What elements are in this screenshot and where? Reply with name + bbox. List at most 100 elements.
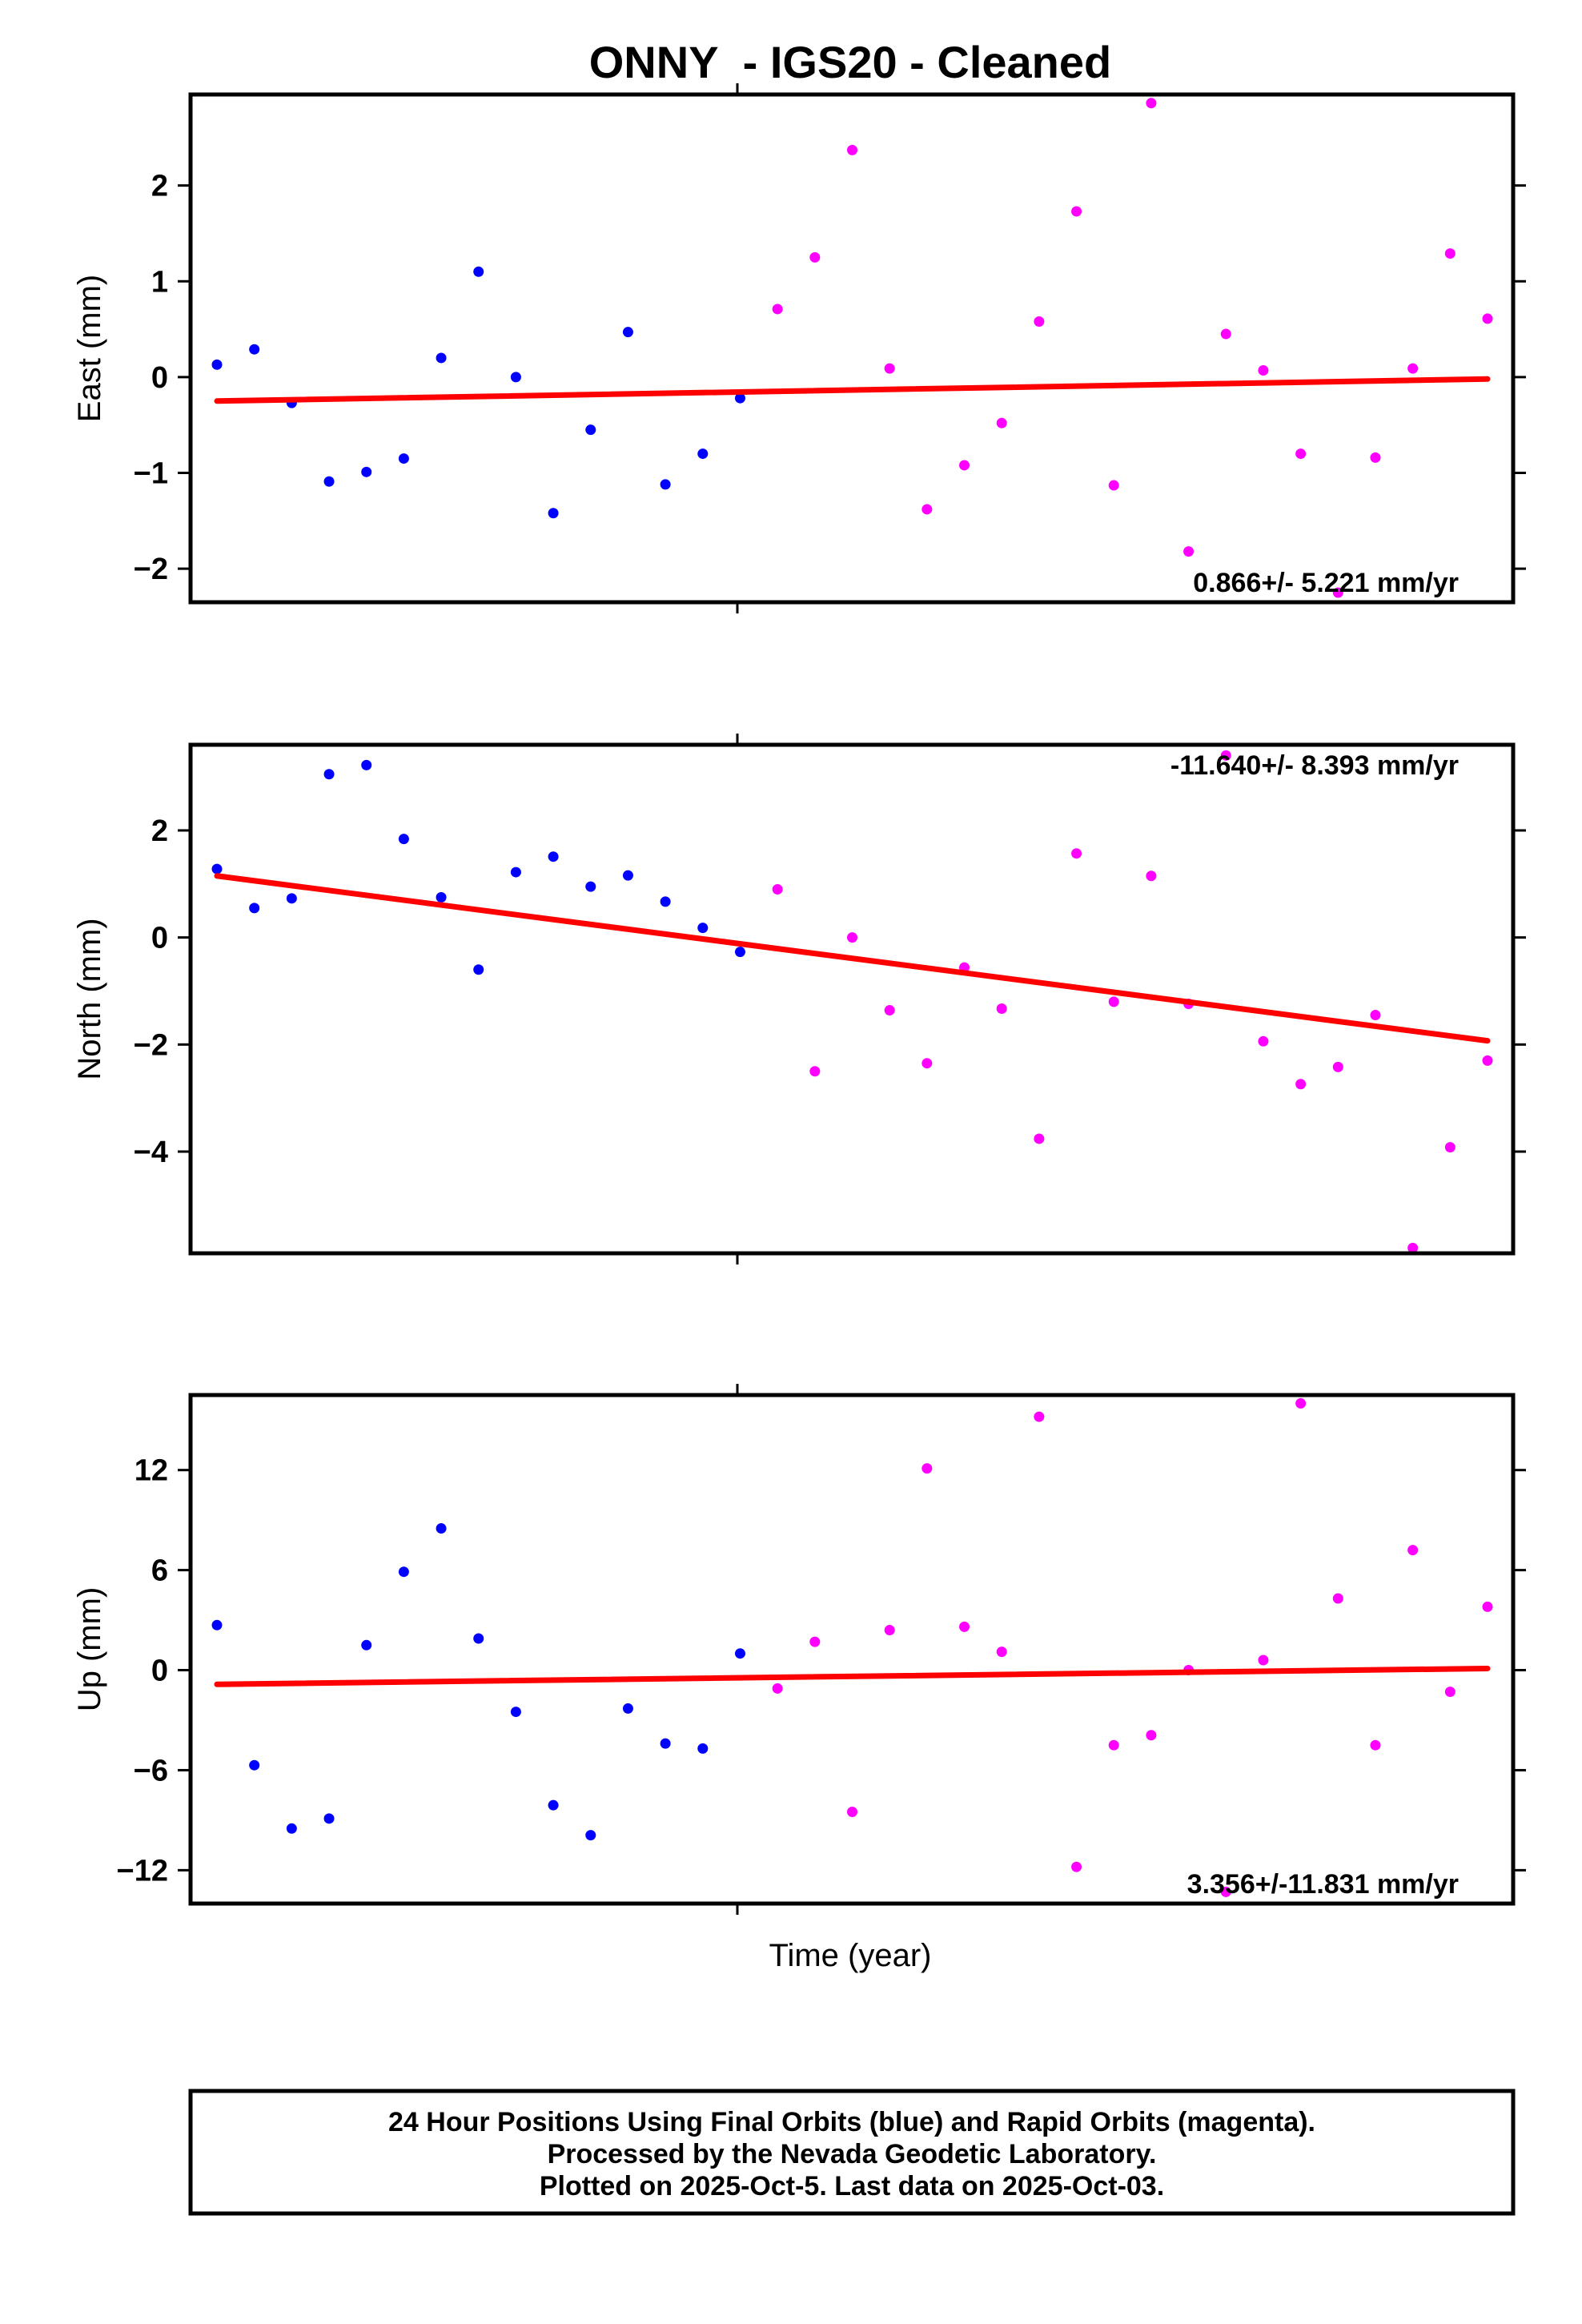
data-point-rapid	[1332, 1061, 1343, 1072]
data-point-rapid	[1071, 848, 1082, 859]
data-point-rapid	[1183, 546, 1195, 557]
data-point-final	[473, 964, 484, 975]
data-point-final	[436, 1523, 447, 1534]
data-point-final	[398, 1566, 409, 1578]
data-point-rapid	[1295, 1079, 1307, 1090]
points-up	[211, 1397, 1493, 1897]
data-point-final	[697, 923, 709, 934]
footer-line-2: Processed by the Nevada Geodetic Laborat…	[548, 2139, 1157, 2169]
data-point-final	[660, 896, 671, 907]
data-point-rapid	[884, 1625, 895, 1636]
x-axis-label: Time (year)	[769, 1938, 932, 1973]
data-point-final	[660, 479, 671, 490]
data-point-rapid	[1444, 248, 1456, 259]
trend-line-up	[214, 1665, 1491, 1687]
plot-frame-up	[188, 1393, 1516, 1906]
y-tick-label: −6	[134, 1754, 168, 1787]
data-point-final	[510, 1707, 521, 1718]
y-tick-label: −1	[134, 457, 168, 491]
data-point-final	[734, 392, 745, 404]
data-point-final	[548, 508, 559, 519]
data-point-final	[211, 1619, 223, 1630]
data-point-final	[361, 466, 372, 477]
y-axis-label-east: East (mm)	[72, 275, 107, 422]
y-axis-label-north: North (mm)	[72, 918, 107, 1080]
data-point-rapid	[921, 1058, 933, 1069]
data-point-rapid	[1108, 480, 1119, 491]
y-tick-label: 2	[151, 814, 168, 848]
data-point-rapid	[1482, 1055, 1493, 1066]
rate-label-east: 0.866+/- 5.221 mm/yr	[1193, 568, 1459, 598]
data-point-final	[585, 881, 596, 892]
y-tick-label: 12	[135, 1454, 168, 1488]
data-point-final	[323, 1813, 335, 1824]
points-north	[211, 750, 1493, 1253]
data-point-rapid	[1146, 870, 1157, 882]
data-point-rapid	[809, 1636, 821, 1647]
rate-label-up: 3.356+/-11.831 mm/yr	[1187, 1869, 1459, 1900]
data-point-final	[734, 947, 745, 958]
data-point-rapid	[1407, 1545, 1419, 1556]
data-point-rapid	[1482, 313, 1493, 324]
data-point-final	[548, 851, 559, 862]
data-point-rapid	[1258, 365, 1269, 376]
data-point-rapid	[1220, 1886, 1231, 1897]
data-point-rapid	[1295, 1397, 1307, 1409]
y-tick-label: 0	[151, 361, 168, 395]
plot-frame-east	[188, 92, 1516, 605]
data-point-rapid	[847, 144, 857, 155]
data-point-final	[510, 372, 521, 383]
y-tick-label: 1	[151, 265, 168, 299]
data-point-rapid	[959, 460, 970, 471]
data-point-rapid	[809, 251, 821, 263]
data-point-rapid	[1071, 1861, 1082, 1872]
data-point-rapid	[959, 1621, 970, 1632]
chart-title: ONNY - IGS20 - Cleaned	[589, 37, 1111, 87]
data-point-final	[398, 834, 409, 845]
data-point-rapid	[996, 1003, 1007, 1015]
y-tick-label: −12	[117, 1854, 168, 1888]
data-point-final	[436, 892, 447, 903]
data-point-final	[323, 476, 335, 487]
data-point-rapid	[772, 883, 783, 895]
data-point-final	[585, 424, 596, 436]
y-tick-label: 0	[151, 1655, 168, 1688]
y-tick-label: −2	[134, 553, 168, 586]
trend-line-north	[214, 873, 1491, 1044]
data-point-final	[697, 1743, 709, 1754]
data-point-rapid	[772, 304, 783, 315]
data-point-rapid	[1108, 996, 1119, 1007]
points-east	[211, 98, 1493, 598]
data-point-rapid	[1332, 1593, 1343, 1604]
data-point-rapid	[1370, 1010, 1381, 1021]
data-point-rapid	[1220, 750, 1231, 761]
data-point-rapid	[1220, 328, 1231, 340]
data-point-final	[286, 1823, 297, 1834]
data-point-final	[249, 903, 260, 914]
data-point-rapid	[884, 1005, 895, 1016]
y-tick-label: −2	[134, 1028, 168, 1062]
panel-north: 2 0 −2 −4 North (mm) -11.640+/- 8.393 mm/yr	[72, 734, 1526, 1265]
y-tick-label: 2	[151, 170, 168, 203]
panels-layer: 2 1 0 −1 −2 East (mm) 0.866+/- 5.221 mm/yr 2 0 −2…	[72, 83, 1526, 1915]
data-point-final	[436, 352, 447, 364]
data-point-rapid	[772, 1683, 783, 1694]
y-tick-label: 0	[151, 922, 168, 955]
panel-up: 12 6 0 −6 −12 Up (mm) 3.356+/-11.831 mm/yr	[72, 1384, 1526, 1915]
rate-label-north: -11.640+/- 8.393 mm/yr	[1170, 750, 1459, 781]
y-axis-label-up: Up (mm)	[72, 1587, 107, 1712]
y-tick-label: −4	[134, 1136, 168, 1169]
data-point-final	[249, 344, 260, 355]
data-point-rapid	[847, 932, 857, 943]
data-point-final	[660, 1738, 671, 1749]
data-point-final	[249, 1759, 260, 1771]
data-point-rapid	[1407, 1242, 1419, 1253]
data-point-rapid	[996, 1647, 1007, 1658]
y-tick-label: 6	[151, 1554, 168, 1588]
data-point-final	[361, 1639, 372, 1651]
data-point-rapid	[809, 1066, 821, 1077]
footer-box	[188, 2089, 1516, 2216]
data-point-final	[622, 327, 633, 338]
data-point-rapid	[1146, 98, 1157, 109]
data-point-final	[398, 453, 409, 464]
